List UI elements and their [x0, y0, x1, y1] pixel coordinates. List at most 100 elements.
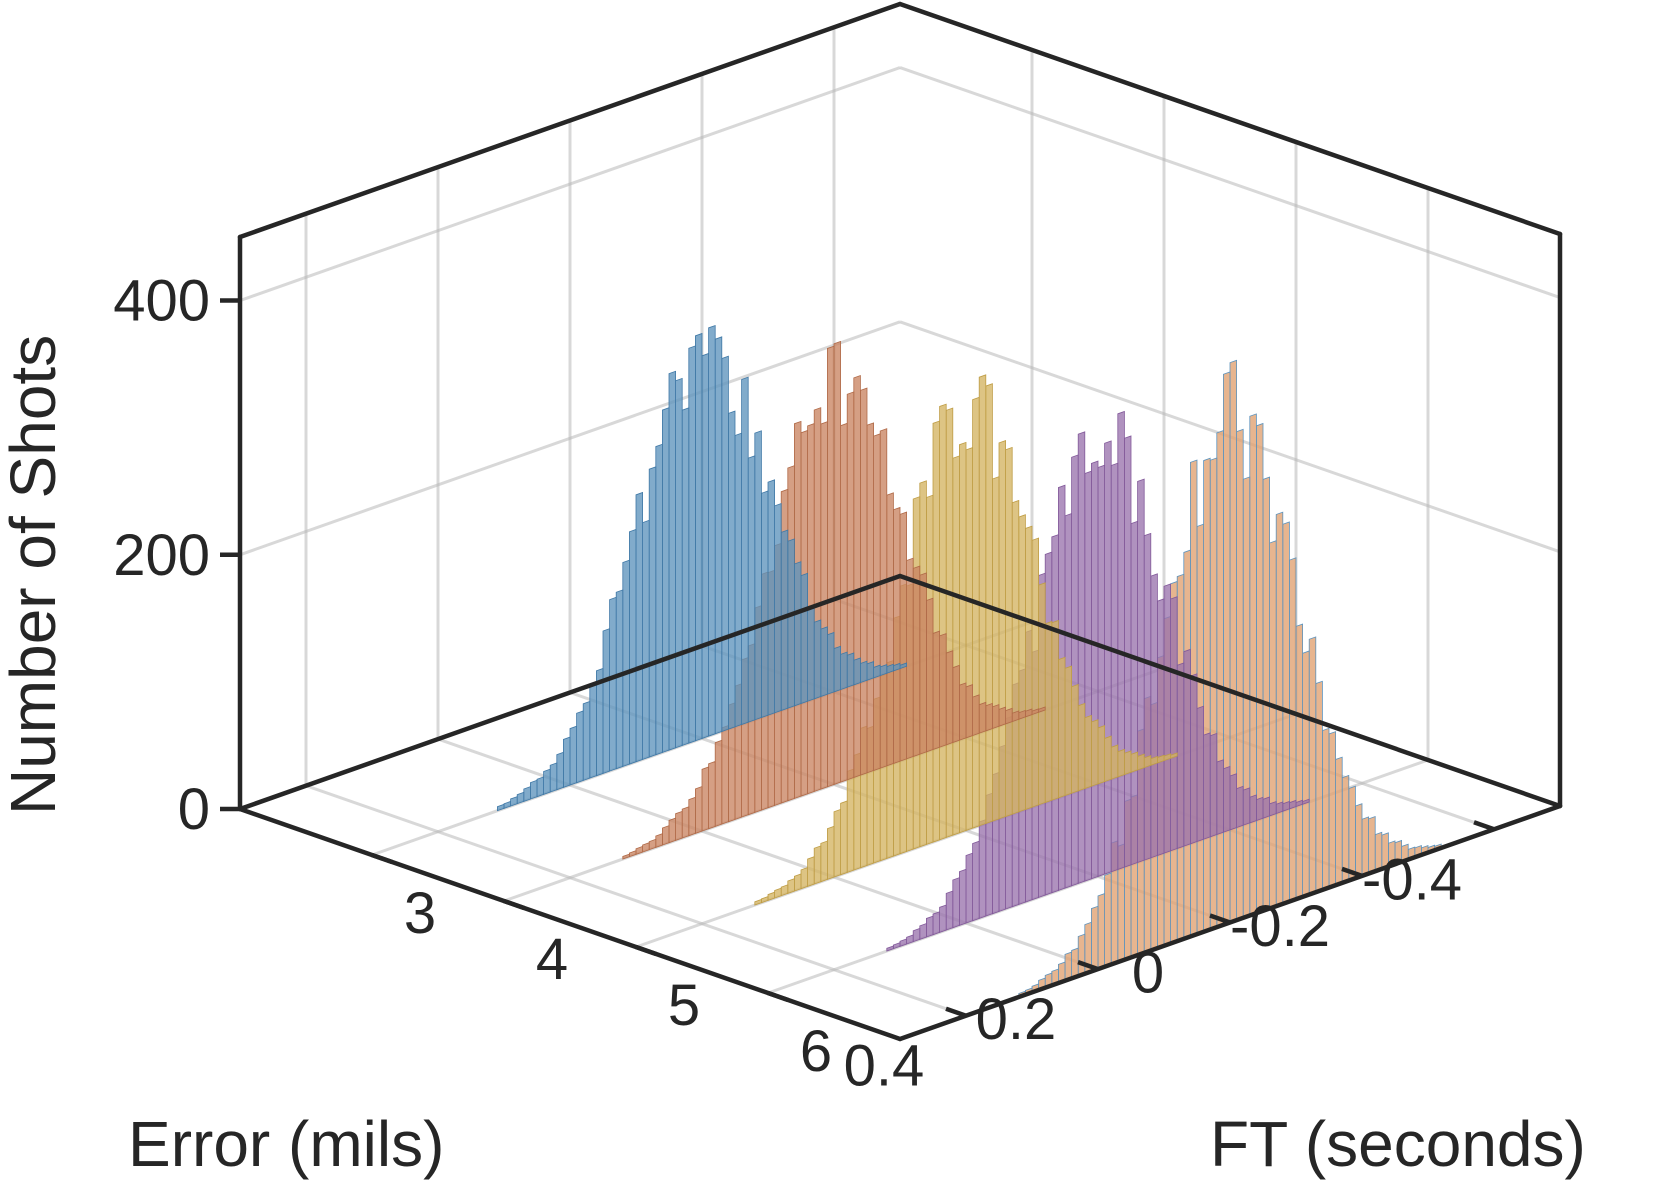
histogram-bar	[932, 911, 940, 936]
histogram-bar	[780, 884, 789, 897]
histogram-bar	[833, 645, 841, 693]
x-tick-label: 0	[1132, 941, 1164, 1006]
histogram-bar	[1223, 371, 1231, 926]
box-edge-bottom-front	[237, 806, 903, 1042]
histogram-bar	[807, 605, 815, 702]
histogram-bar	[1011, 499, 1020, 815]
histogram-bar	[800, 866, 808, 890]
y-tick-label: 5	[668, 973, 700, 1038]
histogram-bar	[708, 760, 716, 830]
histogram-bar	[695, 785, 703, 834]
histogram-bar	[1236, 428, 1244, 921]
histogram-bar	[827, 345, 835, 788]
histogram-bar	[972, 694, 980, 737]
histogram-bar	[1308, 636, 1317, 896]
histogram-bar	[721, 724, 729, 825]
histogram-bar	[992, 476, 1000, 822]
histogram-bar	[536, 776, 544, 798]
histogram-bar	[926, 597, 934, 753]
histogram-bar	[1315, 680, 1323, 893]
histogram-bar	[1150, 573, 1158, 859]
histogram-bar	[629, 528, 637, 765]
histogram-bar	[549, 762, 558, 793]
grid-line-z-left-wall	[239, 320, 901, 557]
histogram-bar	[774, 502, 782, 714]
histogram-bar	[563, 736, 571, 788]
histogram-bar	[681, 806, 690, 839]
histogram-bar	[1203, 457, 1211, 933]
histogram-bar	[714, 739, 723, 828]
histogram-bar	[589, 680, 597, 779]
histogram-bar	[840, 651, 848, 691]
histogram-bar	[1295, 623, 1303, 900]
histogram-bar	[1242, 787, 1251, 826]
histogram-bar	[1091, 719, 1099, 787]
histogram-bar	[1104, 872, 1112, 968]
histogram-bar	[1236, 785, 1244, 829]
y-tick-label: 4	[536, 927, 568, 992]
axis-tick-labels: -0.4 -0.2 0 0.2 0.4 3 4 5 6 0 200 400	[113, 269, 1462, 1099]
histogram-bar	[1124, 750, 1132, 776]
histogram-bar	[1071, 454, 1079, 887]
histogram-bar	[1262, 796, 1270, 819]
x-tick-mark	[1473, 820, 1495, 832]
histogram-bar	[635, 845, 643, 855]
histogram-bar	[899, 511, 907, 762]
histogram-bar	[1256, 796, 1264, 822]
histogram-bar	[530, 779, 538, 800]
histogram-bar	[998, 439, 1006, 820]
histogram-bar	[1084, 470, 1092, 882]
histogram-bar	[813, 619, 822, 700]
histogram-bar	[846, 652, 855, 688]
histogram-bar	[1025, 525, 1033, 811]
x-tick-mark	[945, 1006, 967, 1018]
histogram-bar	[853, 374, 861, 779]
axis-box-back	[237, 1, 1563, 812]
histogram-bar	[1130, 520, 1138, 866]
histogram-bar	[543, 768, 551, 795]
histogram-bar	[556, 751, 564, 791]
x-tick-mark	[1209, 913, 1231, 925]
histogram-bar	[596, 667, 604, 777]
x-tick-label: -0.4	[1362, 847, 1462, 912]
histogram-bar	[978, 374, 987, 827]
histogram-bar	[886, 492, 894, 767]
histogram-bar	[985, 383, 993, 825]
histogram-bar	[780, 529, 789, 712]
histogram-bar	[860, 387, 868, 776]
histogram-bar	[668, 817, 676, 844]
histogram-bar	[523, 786, 531, 802]
histogram-bar	[1104, 440, 1112, 875]
z-axis-title: Number of Shots	[0, 335, 69, 815]
histogram-bar	[1005, 707, 1013, 725]
box-edge-top-right	[897, 1, 1563, 237]
histogram-bar	[569, 725, 577, 786]
histogram-bar	[510, 796, 518, 807]
histogram-bar	[622, 559, 630, 768]
histogram-bar	[1038, 582, 1046, 806]
histogram-bar	[688, 345, 696, 744]
histogram-bar	[754, 898, 762, 906]
histogram-bar	[681, 407, 690, 747]
histogram-bar	[853, 657, 861, 686]
histogram-bar	[1143, 754, 1152, 769]
histogram-bar	[1157, 598, 1165, 857]
histogram-bar	[978, 819, 987, 920]
box-edge-top-left	[237, 1, 903, 240]
histogram-bar	[655, 443, 663, 756]
histogram-bar	[648, 466, 657, 758]
histogram-bar	[1249, 794, 1257, 824]
histogram-bar	[728, 410, 736, 730]
histogram-bar	[919, 922, 927, 940]
histogram-bar	[794, 561, 802, 707]
histogram-bar	[1071, 683, 1079, 794]
y-axis-title: FT (seconds)	[1210, 1108, 1586, 1180]
histogram-bar	[794, 873, 802, 892]
histogram-bar	[1216, 429, 1224, 928]
histogram-bar	[1058, 656, 1066, 799]
histogram-bar	[754, 430, 762, 721]
box-edge-floor-back-right	[897, 573, 1563, 809]
histogram-bar	[1328, 731, 1336, 889]
histogram-bar	[906, 557, 914, 760]
